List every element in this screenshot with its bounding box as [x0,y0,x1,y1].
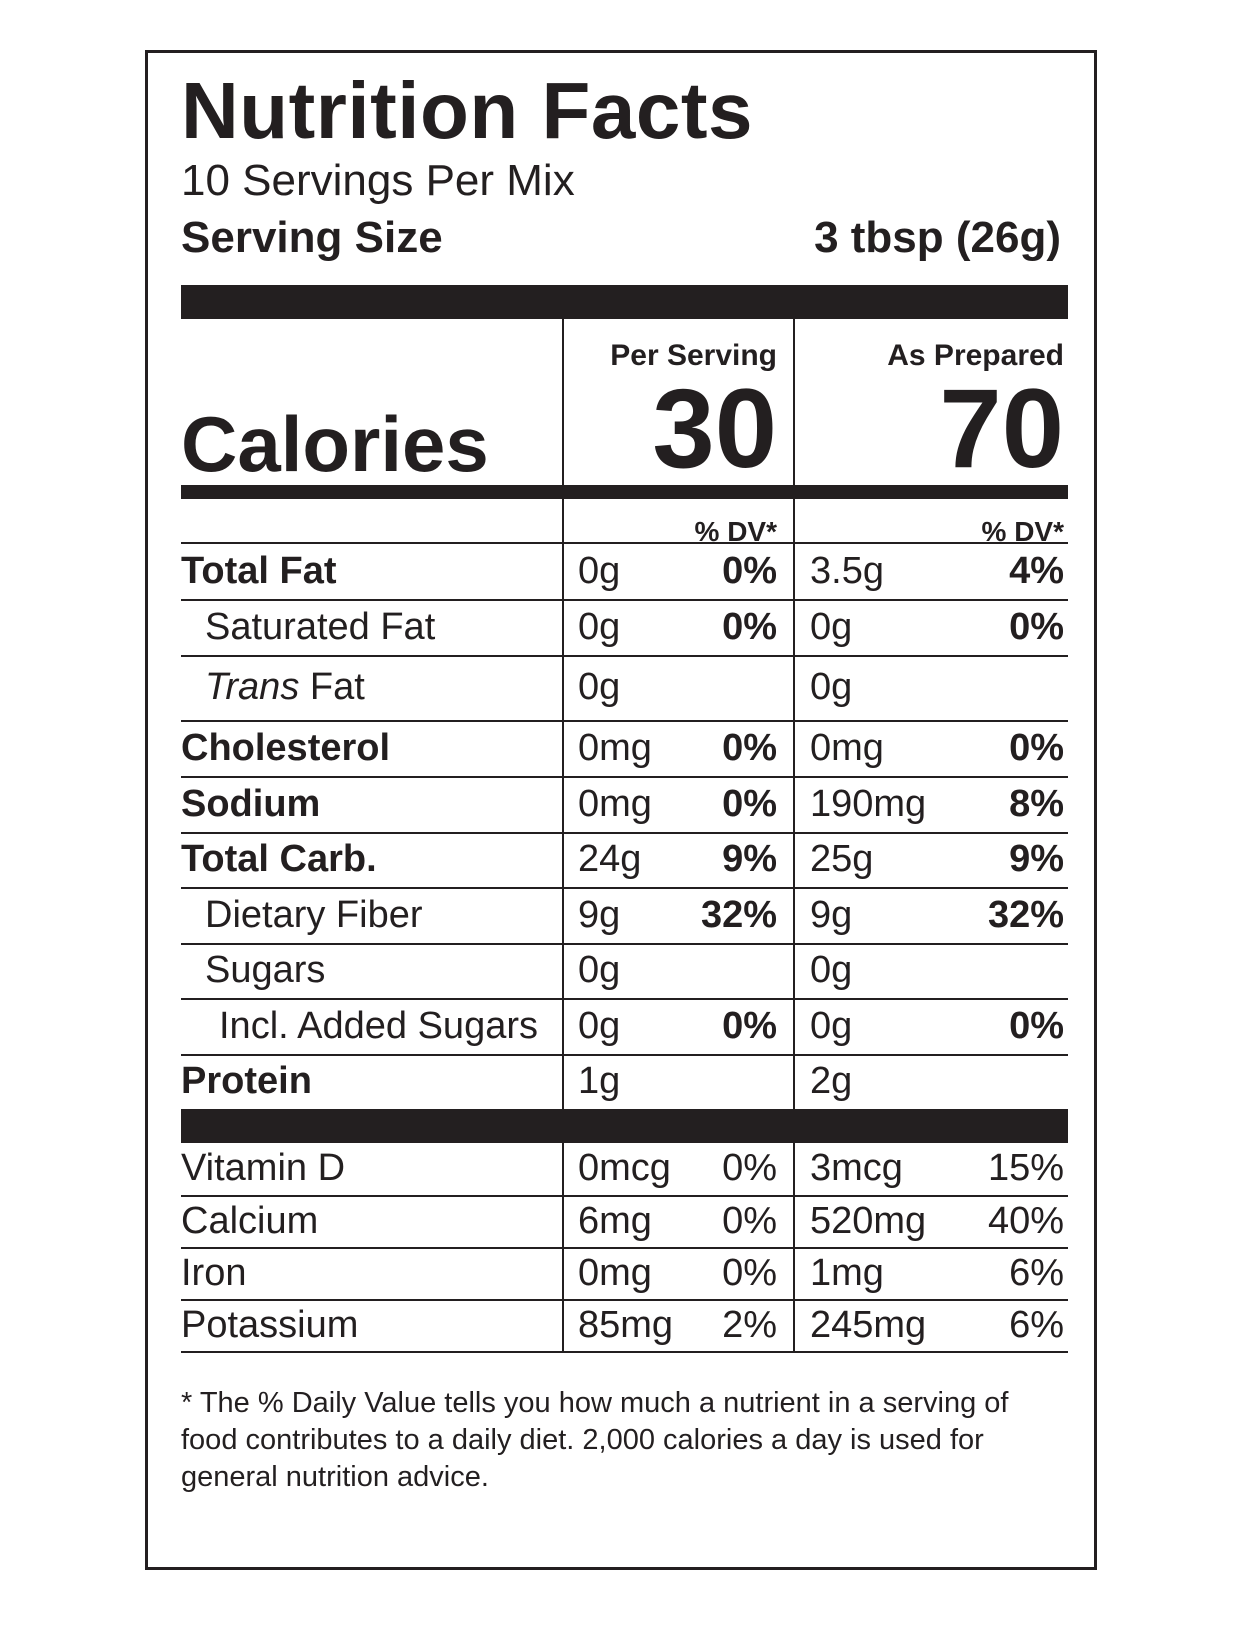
as-prepared-amount: 0g [810,1005,853,1047]
per-serving-dv: 0% [722,1147,777,1189]
per-serving-amount: 0mg [578,783,652,825]
thick-divider-top [181,285,1068,319]
footnote: * The % Daily Value tells you how much a… [181,1387,1009,1493]
as-prepared-amount: 520mg [810,1200,927,1242]
calories-label: Calories [181,400,489,488]
per-serving-amount: 24g [578,838,642,880]
per-serving-dv: 0% [722,1005,777,1047]
vitamin-name: Iron [181,1252,247,1294]
as-prepared-amount: 0g [810,606,853,648]
as-prepared-dv: 0% [1009,606,1064,648]
per-serving-dv: 0% [722,550,777,592]
per-serving-dv: 0% [722,783,777,825]
row-divider [181,720,1068,722]
as-prepared-dv: 9% [1009,838,1064,880]
row-divider [181,1299,1068,1301]
as-prepared-dv: 4% [1009,550,1064,592]
as-prepared-amount: 245mg [810,1304,927,1346]
per-serving-header: Per Serving [610,339,777,372]
per-serving-amount: 9g [578,894,621,936]
row-divider [181,1054,1068,1056]
as-prepared-amount: 0mg [810,727,884,769]
vitamin-name: Potassium [181,1304,359,1346]
row-divider [181,998,1068,1000]
as-prepared-amount: 3mcg [810,1147,903,1189]
as-prepared-amount: 190mg [810,783,927,825]
row-divider [181,776,1068,778]
nutrient-name: Total Carb. [181,838,377,880]
nutrient-name: Sodium [181,783,321,825]
thick-divider-calories [181,485,1068,499]
per-serving-dv: 9% [722,838,777,880]
row-divider [181,832,1068,834]
as-prepared-amount: 2g [810,1060,853,1102]
nutrition-facts-panel: Nutrition Facts 10 Servings Per Mix Serv… [145,50,1097,1570]
nutrient-name: Trans Fat [205,666,365,709]
nutrient-name: Cholesterol [181,727,391,769]
as-prepared-dv: 6% [1009,1304,1064,1346]
row-divider [181,1247,1068,1249]
nutrient-name: Sugars [205,949,326,991]
as-prepared-dv: 0% [1009,1005,1064,1047]
divider-dv [181,542,1068,544]
per-serving-amount: 0g [578,606,621,648]
row-divider [181,655,1068,657]
per-serving-dv: 0% [722,727,777,769]
nutrient-name-italic: Trans [205,666,300,708]
per-serving-amount: 0g [578,550,621,592]
vitamin-name: Vitamin D [181,1147,346,1189]
as-prepared-dv: 15% [987,1147,1064,1189]
servings-per-container: 10 Servings Per Mix [181,156,575,205]
nutrient-name: Dietary Fiber [205,894,423,936]
as-prepared-dv: 32% [987,894,1064,936]
per-serving-dv: 0% [722,1200,777,1242]
label-title: Nutrition Facts [181,66,753,155]
nutrient-name-rest: Fat [299,666,365,708]
per-serving-amount: 0mcg [578,1147,671,1189]
per-serving-amount: 0g [578,1005,621,1047]
dv-header-per-serving: % DV* [694,516,777,547]
as-prepared-amount: 0g [810,949,853,991]
per-serving-dv: 2% [722,1304,777,1346]
vitamin-name: Calcium [181,1200,319,1242]
calories-as-prepared: 70 [939,366,1064,491]
as-prepared-dv: 6% [1009,1252,1064,1294]
as-prepared-dv: 40% [987,1200,1064,1242]
serving-size-value: 3 tbsp (26g) [814,213,1061,262]
row-divider [181,887,1068,889]
per-serving-amount: 6mg [578,1200,652,1242]
as-prepared-dv: 0% [1009,727,1064,769]
as-prepared-amount: 25g [810,838,874,880]
row-divider [181,943,1068,945]
nutrient-name: Incl. Added Sugars [219,1005,538,1047]
per-serving-amount: 0mg [578,727,652,769]
as-prepared-dv: 8% [1009,783,1064,825]
per-serving-dv: 0% [722,1252,777,1294]
per-serving-amount: 0g [578,666,621,708]
as-prepared-amount: 9g [810,894,853,936]
column-divider-1 [562,319,564,1351]
per-serving-amount: 0g [578,949,621,991]
calories-per-serving: 30 [652,366,777,491]
serving-size-label: Serving Size [181,213,443,262]
thick-divider-vitamins [181,1109,1068,1143]
per-serving-amount: 85mg [578,1304,674,1346]
per-serving-amount: 1g [578,1060,621,1102]
dv-header-as-prepared: % DV* [981,516,1064,547]
per-serving-dv: 0% [722,606,777,648]
nutrient-name: Saturated Fat [205,606,436,648]
per-serving-dv: 32% [700,894,777,936]
nutrient-name: Total Fat [181,550,337,592]
as-prepared-amount: 3.5g [810,550,884,592]
row-divider [181,599,1068,601]
nutrient-name: Protein [181,1060,312,1102]
row-divider [181,1195,1068,1197]
row-divider [181,1351,1068,1353]
as-prepared-amount: 0g [810,666,853,708]
per-serving-amount: 0mg [578,1252,652,1294]
column-divider-2 [793,285,795,1351]
as-prepared-amount: 1mg [810,1252,884,1294]
as-prepared-header: As Prepared [887,339,1064,372]
